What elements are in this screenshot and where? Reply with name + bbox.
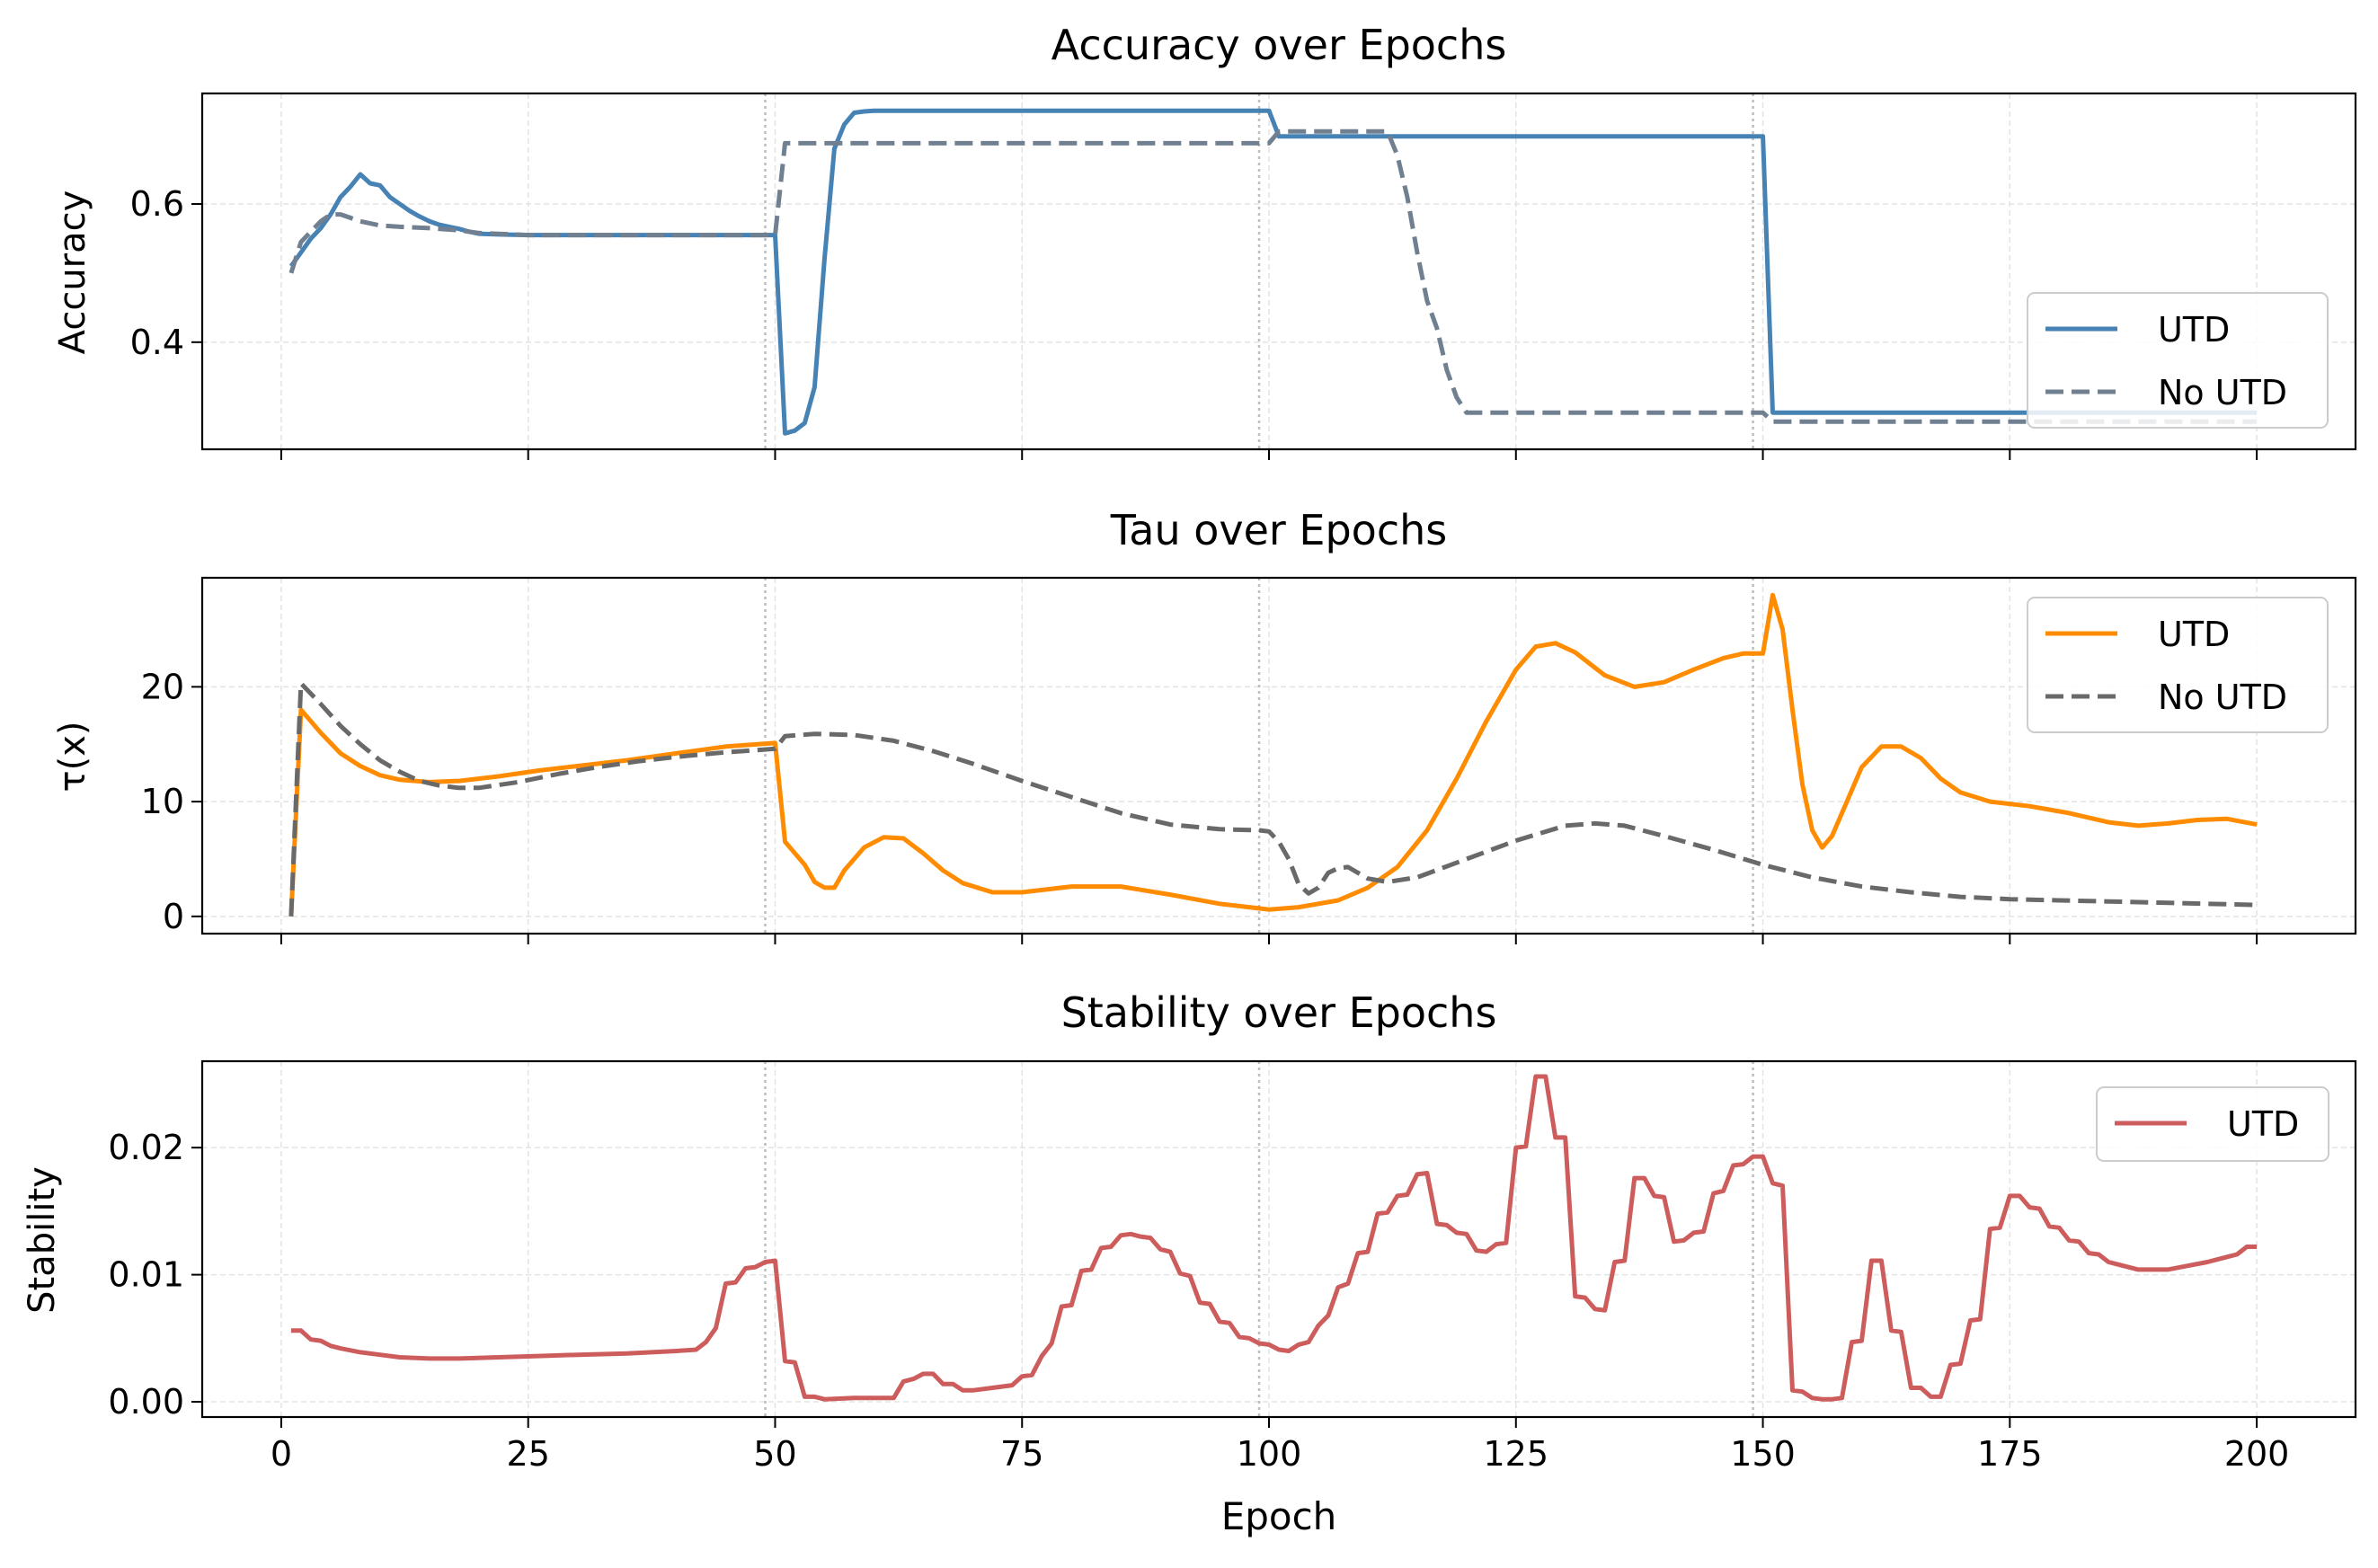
tau-y-tick-label: 20 [141, 667, 184, 706]
stability-axes-frame [200, 1059, 2357, 1419]
stability-x-tick-label: 125 [1484, 1434, 1549, 1474]
tau-axes-frame [200, 576, 2357, 935]
accuracy-title: Accuracy over Epochs [1051, 21, 1507, 69]
stability-x-tick-label: 0 [271, 1434, 292, 1474]
stability-legend: UTD [2096, 1086, 2329, 1162]
stability-y-tick-label: 0.00 [108, 1382, 184, 1422]
tau-series-utd-line [288, 592, 2258, 917]
accuracy-legend-utd-label: UTD [2158, 310, 2230, 350]
accuracy-series-utd-line [288, 108, 2258, 436]
stability-x-tick-label: 100 [1237, 1434, 1302, 1474]
accuracy-subplot: Accuracy over Epochs Accuracy 0.4 0.6 UTD N… [52, 21, 2357, 460]
accuracy-legend-no-utd-label: No UTD [2158, 373, 2287, 412]
stability-legend-box [2096, 1086, 2329, 1162]
stability-subplot: Stability over Epochs Stability Epoch 0 2… [22, 988, 2357, 1538]
stability-y-axis-label: Stability [22, 1166, 63, 1314]
accuracy-legend: UTD No UTD [2027, 292, 2329, 429]
stability-x-tick-label: 200 [2224, 1434, 2290, 1474]
stability-x-tick-label: 50 [753, 1434, 796, 1474]
tau-legend: UTD No UTD [2027, 597, 2329, 733]
stability-y-tick-label: 0.02 [108, 1128, 184, 1167]
stability-title: Stability over Epochs [1061, 988, 1497, 1037]
tau-subplot: Tau over Epochs τ(x) 0 10 20 UTD No UTD [52, 506, 2357, 944]
tau-y-tick-label: 10 [141, 782, 184, 821]
tau-legend-no-utd-label: No UTD [2158, 678, 2287, 717]
stability-y-tick-label: 0.01 [108, 1255, 184, 1295]
accuracy-axes-frame [200, 92, 2357, 451]
tau-title: Tau over Epochs [1110, 506, 1447, 554]
stability-x-tick-label: 175 [1977, 1434, 2043, 1474]
stability-x-tick-label: 150 [1730, 1434, 1796, 1474]
accuracy-y-axis-label: Accuracy [52, 190, 93, 355]
stability-series-utd-line [290, 1074, 2258, 1402]
accuracy-y-tick-label: 0.4 [130, 323, 184, 362]
tau-series-no-utd-line [288, 681, 2258, 917]
tau-y-tick-label: 0 [163, 897, 184, 936]
accuracy-series-no-utd-line [288, 128, 2258, 424]
x-axis-label: Epoch [1221, 1494, 1337, 1538]
stability-legend-utd-label: UTD [2227, 1104, 2299, 1144]
stability-x-tick-label: 75 [1000, 1434, 1043, 1474]
tau-y-axis-label: τ(x) [52, 722, 93, 793]
accuracy-y-tick-label: 0.6 [130, 184, 184, 224]
tau-legend-utd-label: UTD [2158, 615, 2230, 654]
stability-x-tick-label: 25 [507, 1434, 550, 1474]
